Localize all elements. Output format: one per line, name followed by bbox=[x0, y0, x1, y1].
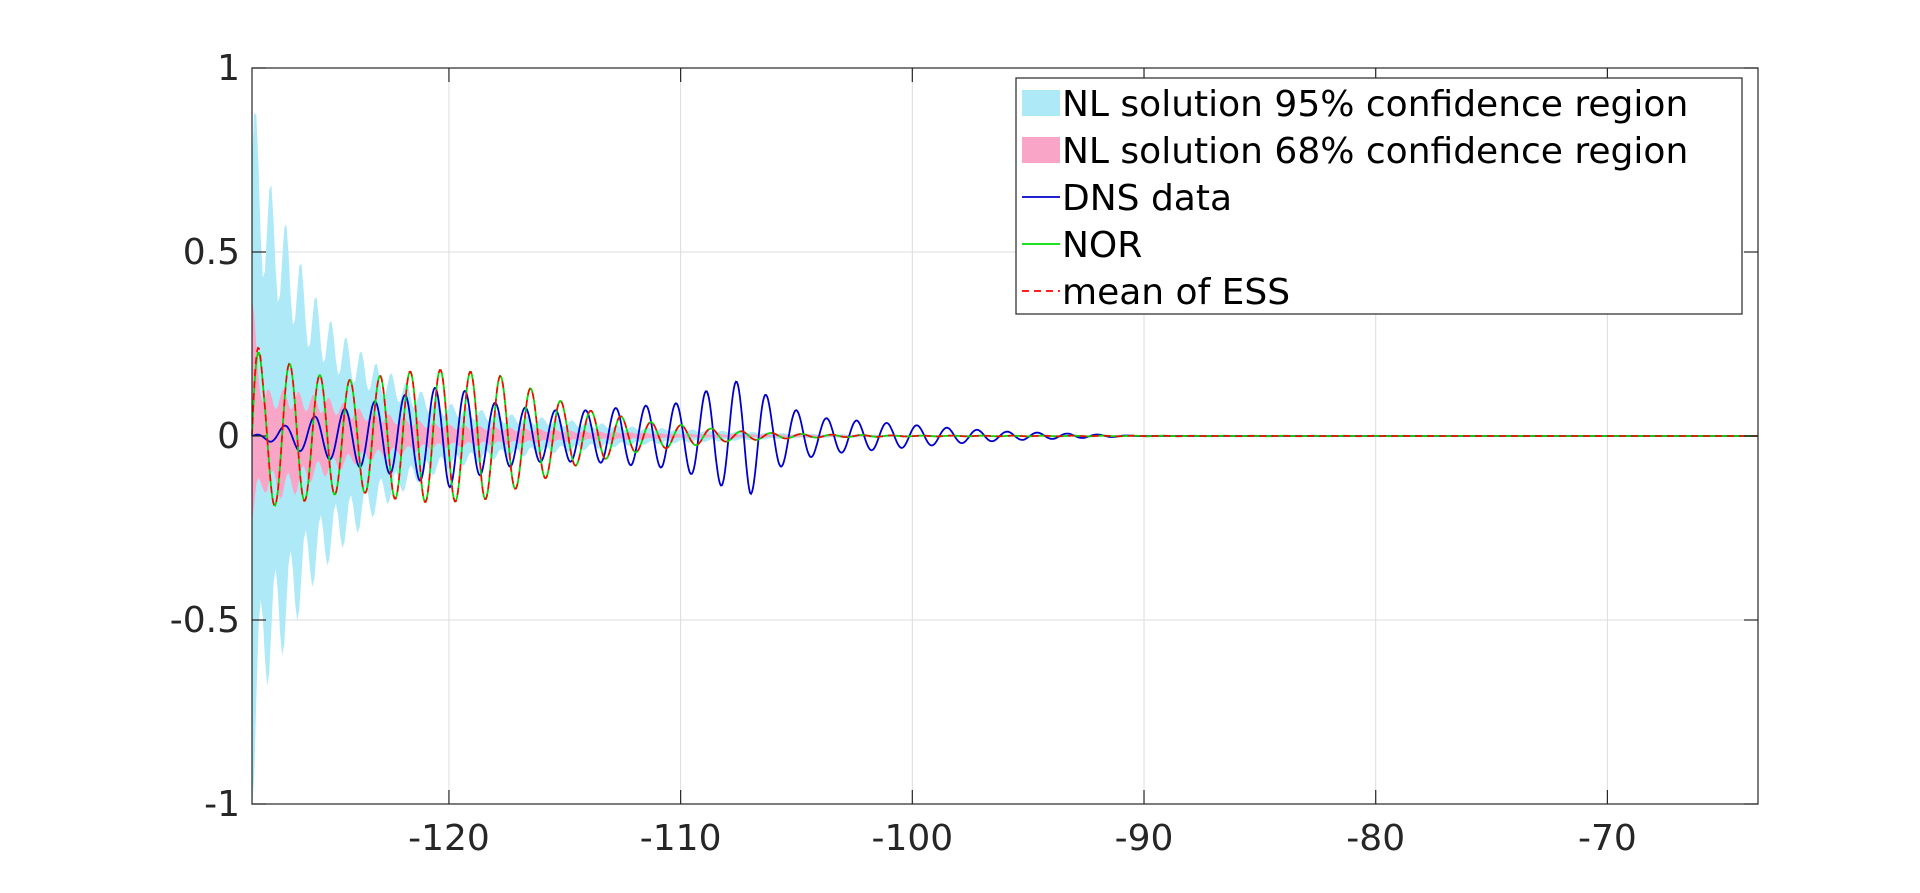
y-tick-label: 1 bbox=[217, 48, 240, 89]
x-tick-label: -120 bbox=[408, 818, 490, 859]
y-tick-label: -1 bbox=[204, 784, 240, 825]
legend-label: NOR bbox=[1062, 225, 1142, 266]
series-line bbox=[251, 346, 1758, 507]
legend-swatch bbox=[1022, 137, 1060, 163]
legend-label: NL solution 68% confidence region bbox=[1062, 131, 1688, 172]
legend-label: NL solution 95% confidence region bbox=[1062, 84, 1688, 125]
series-lines bbox=[251, 346, 1758, 507]
legend-label: mean of ESS bbox=[1062, 272, 1290, 313]
x-tick-label: -110 bbox=[640, 818, 722, 859]
x-tick-label: -80 bbox=[1346, 818, 1405, 859]
y-tick-label: 0 bbox=[217, 416, 240, 457]
axes bbox=[251, 67, 1759, 805]
tick-labels: -120 -110 -100 -90 -80 -70 1 0.5 0 -0.5 -1 bbox=[170, 48, 1637, 859]
x-tick-label: -90 bbox=[1115, 818, 1174, 859]
x-tick-label: -70 bbox=[1578, 818, 1637, 859]
y-tick-label: -0.5 bbox=[170, 600, 240, 641]
x-tick-label: -100 bbox=[871, 818, 953, 859]
legend-label: DNS data bbox=[1062, 178, 1232, 219]
y-tick-label: 0.5 bbox=[183, 232, 240, 273]
legend-box bbox=[1015, 77, 1743, 315]
legend-swatch bbox=[1022, 90, 1060, 116]
legend: NL solution 95% confidence region NL solu… bbox=[1015, 77, 1743, 315]
